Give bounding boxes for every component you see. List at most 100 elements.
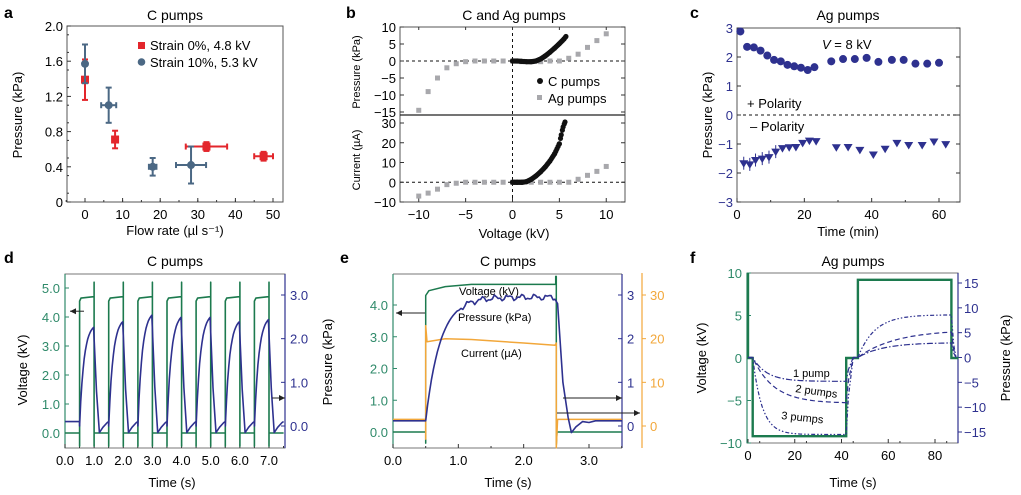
panel-c-point-negative: [904, 141, 914, 150]
panel-c-point-positive: [743, 42, 752, 51]
panel-b-ag-point-bottom: [556, 179, 562, 185]
panel-b-ytick-label-bottom: 10: [382, 156, 396, 171]
panel-c-point-negative: [804, 137, 814, 146]
panel-b-ag-point-bottom: [547, 179, 553, 185]
panel-b-ag-point-top: [585, 44, 590, 50]
panel-f-ytick-label-left: 10: [728, 266, 742, 281]
panel-c-point-positive: [862, 53, 871, 62]
panel-b-ytick-label-bottom: −10: [374, 195, 396, 210]
panel-letter-f: f: [690, 250, 696, 267]
panel-b-ag-point-top: [603, 31, 609, 37]
panel-c-point-positive: [839, 55, 848, 64]
panel-c-point-positive: [783, 60, 792, 69]
panel-f-ylabel-right: Pressure (kPa): [998, 315, 1013, 402]
panel-b-ytick-label-top: 10: [382, 20, 396, 35]
panel-b-ag-point-top: [547, 58, 553, 64]
panel-e-ytick-label-voltage: 3.0: [370, 330, 388, 345]
panel-f-xtick-label: 0: [744, 448, 751, 463]
panel-d-ytick-label-left: 4.0: [42, 310, 60, 325]
panel-a-point-strain10: [148, 162, 157, 171]
panel-b-legend-label-ag: Ag pumps: [548, 91, 607, 106]
panel-c-point-positive: [827, 57, 836, 66]
panel-b-ag-point-bottom: [575, 176, 581, 182]
panel-c-ytick-label: 3: [726, 21, 733, 36]
panel-b-ag-point-bottom: [416, 193, 422, 199]
panel-f-xtick-label: 40: [834, 448, 848, 463]
panel-b-ytick-label-bottom: 30: [382, 116, 396, 131]
panel-b-c-point-bottom: [558, 132, 564, 138]
panel-letter-a: a: [4, 5, 13, 22]
panel-e-ytick-label-current: 20: [650, 332, 664, 347]
panel-b-xtick-label: −10: [408, 207, 430, 222]
panel-e-label-voltage: Voltage (kV): [459, 286, 519, 298]
panel-f-pressure-line-1: [748, 342, 957, 382]
panel-a-ytick-label: 0.8: [45, 125, 63, 140]
panel-f-ytick-label-right: 5: [964, 326, 971, 341]
panel-b-ag-point-bottom: [538, 179, 544, 185]
panel-e-xtick-label: 1.0: [449, 453, 467, 468]
panel-d-arrow-left-head: [70, 308, 76, 315]
panel-b-ag-point-top: [481, 58, 487, 64]
panel-b-ag-point-top: [594, 38, 600, 44]
panel-c-point-negative: [798, 139, 808, 148]
panel-f-pressure-line-3: [748, 314, 957, 436]
panel-a-point-strain10: [81, 59, 89, 68]
panel-c-title: Ag pumps: [816, 7, 879, 23]
panel-b-ag-point-top: [566, 55, 572, 61]
panel-c-point-negative: [941, 141, 951, 149]
panel-d-voltage-line: [65, 281, 284, 447]
panel-b-ag-point-bottom: [472, 179, 478, 185]
panel-b-ag-point-top: [491, 58, 497, 64]
panel-b-ag-point-bottom: [481, 179, 487, 185]
panel-c-point-positive: [899, 55, 908, 64]
panel-c-label-positive: + Polarity: [747, 96, 802, 111]
panel-c-point-negative: [917, 141, 927, 150]
panel-f-label-1pump: 1 pump: [793, 368, 830, 380]
panel-e-ytick-label-current: 0: [650, 419, 657, 434]
panel-a-point-strain10: [104, 101, 113, 110]
panel-c-point-negative: [757, 155, 767, 164]
panel-e-label-pressure: Pressure (kPa): [458, 312, 531, 324]
panel-c-xtick-label: 0: [733, 207, 740, 222]
panel-c-point-positive: [756, 46, 765, 55]
panel-c-point-positive: [763, 51, 772, 60]
panel-b-ag-point-top: [556, 58, 562, 64]
panel-d-ytick-label-left: 5.0: [42, 281, 60, 296]
panel-e-xtick-label: 2.0: [515, 453, 533, 468]
panel-c-xtick-label: 60: [932, 207, 946, 222]
panel-b-ag-point-bottom: [500, 179, 506, 185]
panel-f-ytick-label-left: −10: [720, 436, 742, 451]
panel-f-xlabel: Time (s): [829, 475, 876, 490]
panel-b-xtick-label: −5: [458, 207, 473, 222]
panel-c-point-negative: [777, 145, 787, 153]
panel-f-pressure-line-2: [748, 331, 957, 404]
panel-e-xtick-label: 3.0: [580, 453, 598, 468]
panel-b-ylabel-top: Pressure (kPa): [351, 35, 363, 108]
panel-c-point-positive: [923, 59, 932, 68]
panel-f-ytick-label-left: 0: [735, 351, 742, 366]
panel-d-ytick-label-left: 3.0: [42, 339, 60, 354]
panel-c-point-negative: [811, 138, 821, 146]
panel-c-ytick-label: 0: [726, 108, 733, 123]
panel-b-xtick-label: 5: [556, 207, 563, 222]
panel-b-ag-point-bottom: [528, 179, 534, 185]
panel-c-point-positive: [736, 27, 745, 36]
panel-a-frame: [66, 25, 284, 203]
panel-c-point-positive: [803, 66, 812, 75]
panel-c-ytick-label: 1: [726, 79, 733, 94]
panel-a-ytick-label: 0.4: [45, 160, 63, 175]
panel-f-ytick-label-right: −5: [964, 375, 979, 390]
panel-e-ytick-label-voltage: 2.0: [370, 362, 388, 377]
panel-b-ag-point-bottom: [444, 182, 450, 188]
panel-c-ytick-label: −2: [718, 166, 733, 181]
panel-c-xlabel: Time (min): [817, 224, 879, 239]
panel-b-ag-point-top: [500, 58, 506, 64]
panel-d-xtick-label: 0.0: [56, 453, 74, 468]
panel-a-ytick-label: 2.0: [45, 19, 63, 34]
panel-a-xtick-label: 30: [191, 207, 205, 222]
panel-b-ag-point-top: [575, 51, 581, 57]
panel-d-ytick-label-left: 1.0: [42, 397, 60, 412]
panel-d-xlabel: Time (s): [148, 475, 195, 490]
panel-e-pressure-line: [393, 293, 622, 434]
